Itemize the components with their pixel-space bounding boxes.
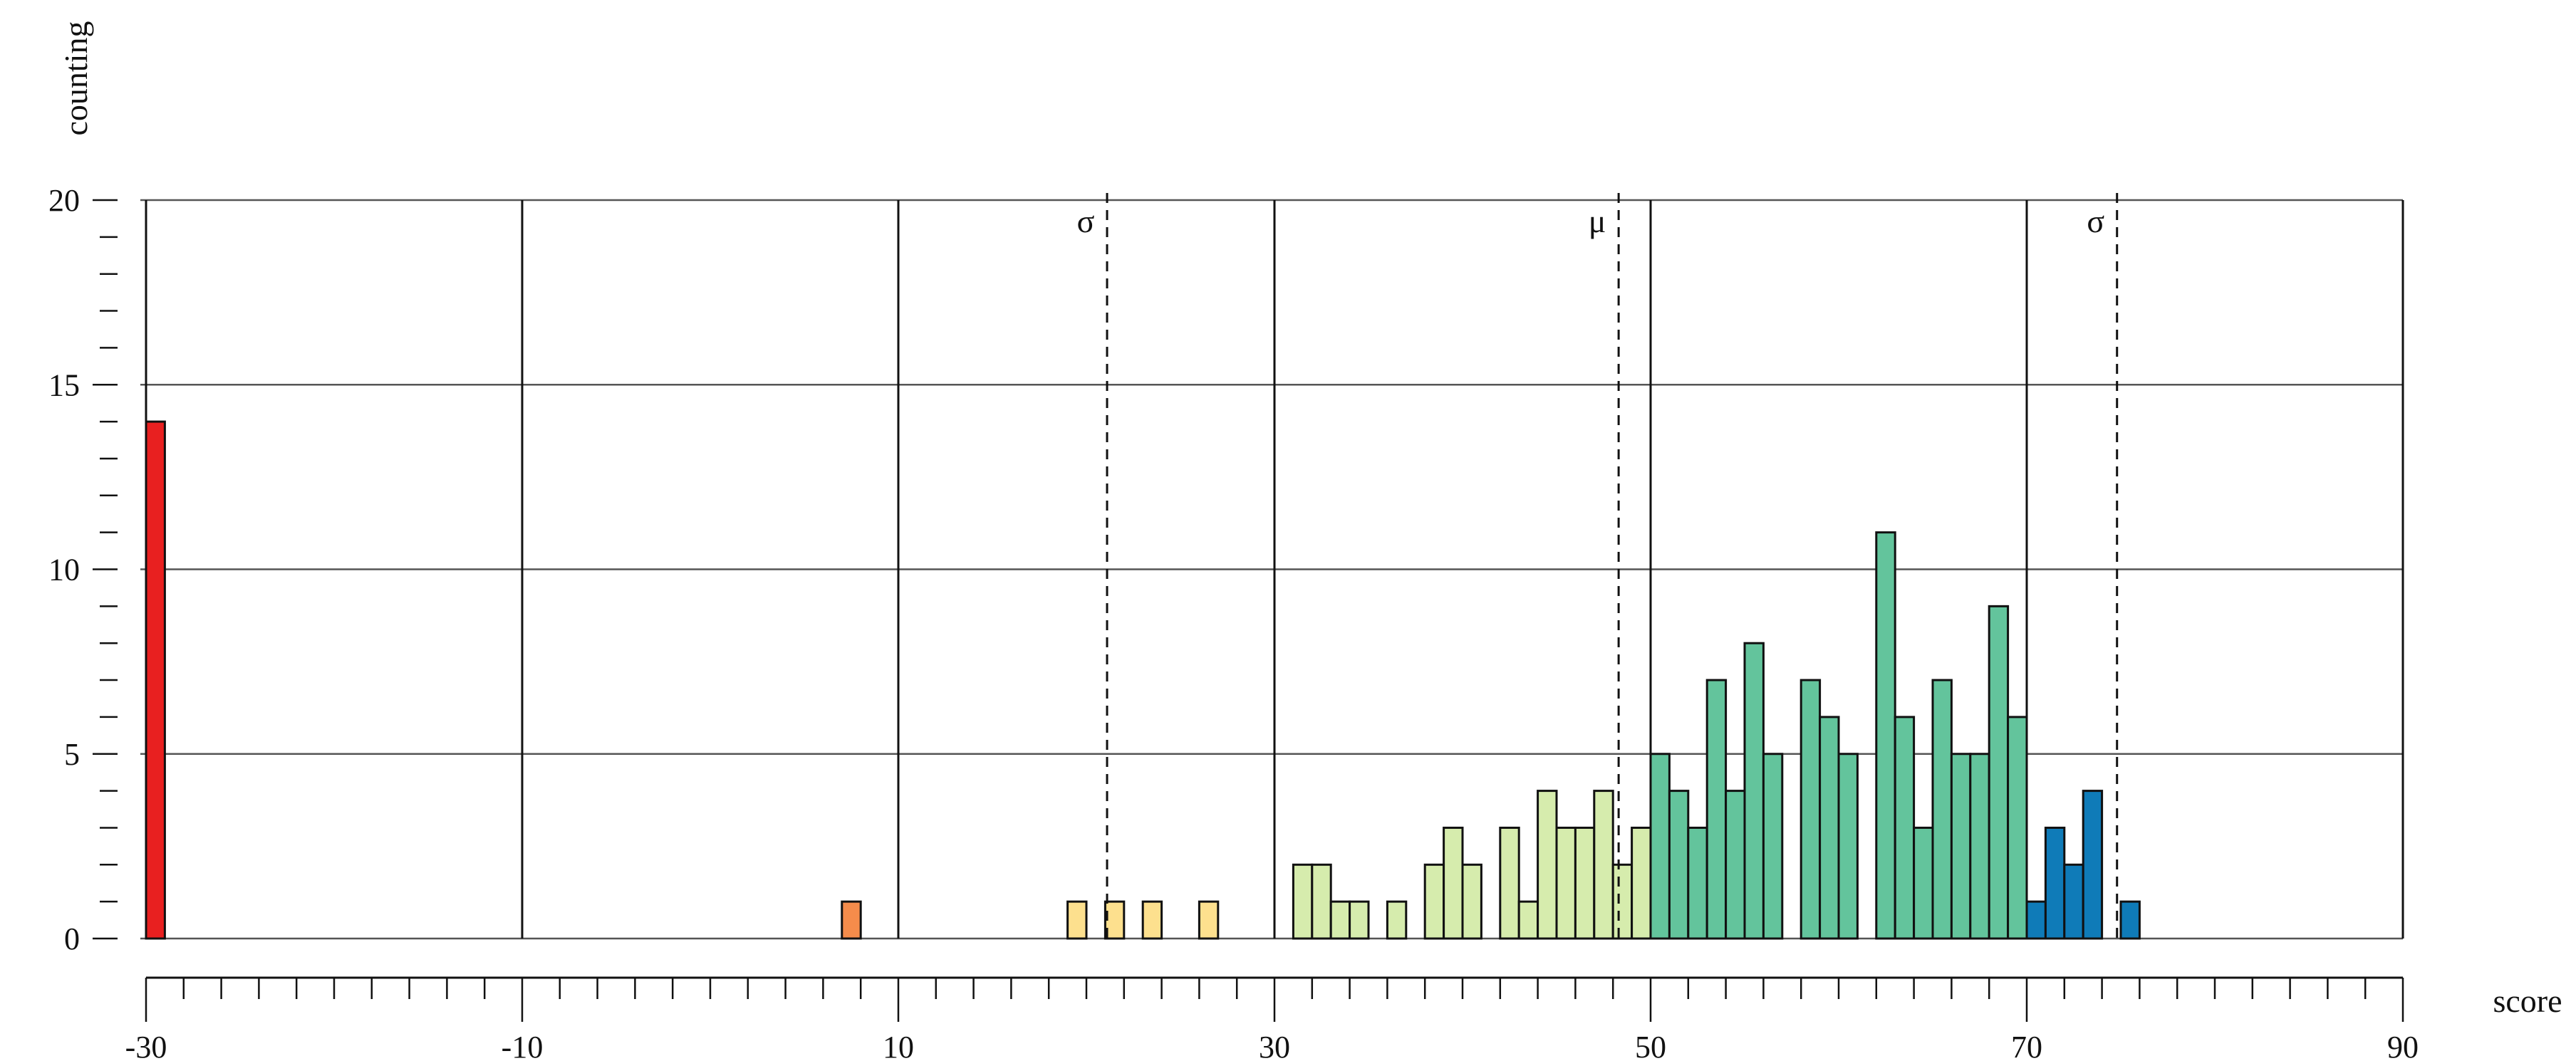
histogram-bar [1555, 826, 1577, 940]
histogram-bar [1423, 863, 1445, 940]
y-tick-label: 15 [48, 367, 80, 402]
histogram-bar [1329, 900, 1351, 940]
histogram-bar [1292, 863, 1314, 940]
x-tick-label: -10 [502, 1030, 544, 1061]
histogram-bar [1141, 900, 1163, 940]
histogram-bar [1349, 900, 1370, 940]
histogram-bar [1593, 790, 1614, 940]
histogram-bar [1574, 826, 1596, 940]
histogram-bar [1875, 531, 1896, 940]
histogram-bar [1705, 679, 1728, 940]
histogram-bar [2025, 900, 2047, 940]
histogram-bar [1799, 679, 1822, 940]
histogram-bar [1931, 679, 1953, 940]
histogram-bar [2082, 790, 2104, 940]
x-tick-label: 70 [2011, 1030, 2042, 1061]
x-tick-label: -30 [125, 1030, 167, 1061]
y-tick-label: 20 [48, 183, 80, 218]
histogram-bar [2044, 826, 2066, 940]
marker-label: μ [1589, 203, 1606, 239]
x-tick-label: 10 [883, 1030, 914, 1061]
histogram-bar [1762, 753, 1784, 940]
x-tick-label: 50 [1635, 1030, 1666, 1061]
histogram-bar [1517, 900, 1539, 940]
histogram-bar [1687, 826, 1708, 940]
y-axis-title: counting [58, 21, 94, 136]
marker-label: σ [1077, 203, 1095, 239]
x-tick-label: 30 [1259, 1030, 1290, 1061]
histogram-bar [1499, 826, 1520, 940]
histogram-bar [1969, 753, 1990, 940]
histogram-bar [1894, 716, 1916, 940]
histogram-bar [1611, 863, 1634, 940]
histogram-bar [1386, 900, 1408, 940]
histogram-bar [1743, 642, 1765, 940]
x-axis-title: score [2493, 983, 2562, 1019]
histogram-bar [1461, 863, 1482, 940]
histogram-bar [1913, 826, 1934, 940]
y-tick-label: 5 [64, 737, 80, 772]
marker-label: σ [2087, 203, 2104, 239]
histogram-bar [1725, 790, 1746, 940]
histogram-bar [2119, 900, 2141, 940]
histogram-bar [145, 420, 166, 940]
y-tick-label: 10 [48, 553, 80, 587]
histogram-bar [1311, 863, 1332, 940]
histogram-bar [1649, 753, 1671, 940]
histogram-bar [1537, 790, 1558, 940]
histogram-bar [1066, 900, 1088, 940]
x-tick-label: 90 [2387, 1030, 2419, 1061]
histogram-bar [1443, 826, 1464, 940]
histogram-bar [1819, 716, 1840, 940]
y-tick-label: 0 [64, 921, 80, 956]
histogram-bar [1837, 753, 1859, 940]
histogram-bar [2007, 716, 2028, 940]
histogram-bar [1198, 900, 1220, 940]
histogram-bar [841, 900, 862, 940]
histogram-bar [2063, 863, 2084, 940]
histogram-bar [1668, 790, 1690, 940]
histogram-bar [1950, 753, 1972, 940]
histogram-bar [1988, 605, 2010, 940]
histogram-bar [1631, 826, 1652, 940]
histogram-bar [1103, 900, 1126, 940]
